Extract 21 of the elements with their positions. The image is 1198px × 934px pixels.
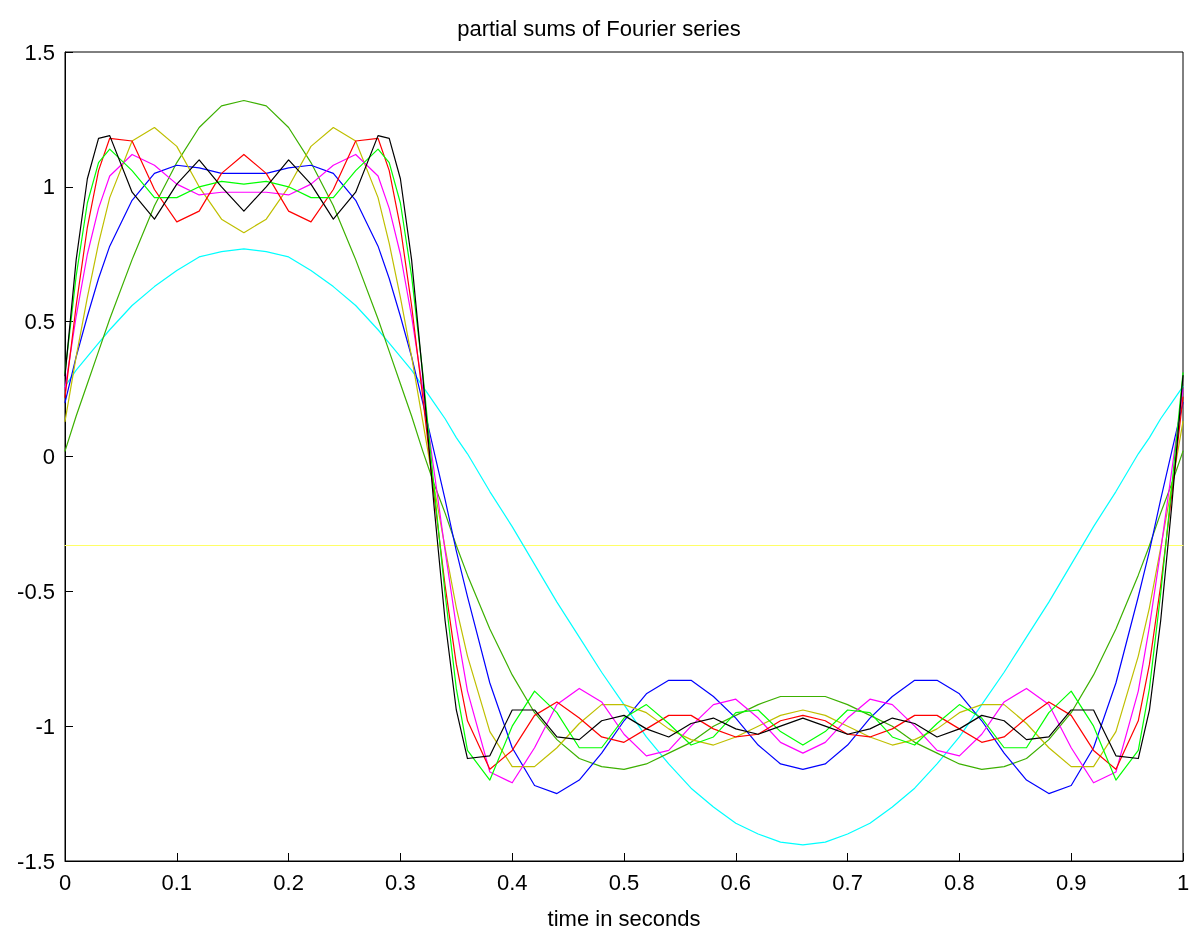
x-tick-label: 0.8: [944, 869, 975, 895]
line-series: [64, 248, 1184, 846]
x-tick-label: 0.6: [720, 869, 752, 895]
chart-title: partial sums of Fourier series: [457, 15, 741, 41]
x-axis-title: time in seconds: [547, 905, 701, 931]
x-tick-label: 0.9: [1055, 869, 1087, 895]
x-tick-label: 0.7: [832, 869, 863, 895]
y-tick-label: 0.5: [24, 309, 55, 335]
x-tick-label: 0.3: [385, 869, 416, 895]
y-tick-label: -0.5: [17, 578, 55, 604]
x-tick-label: 0: [58, 869, 72, 895]
y-tick-label: 0: [42, 444, 55, 469]
x-tick-label: 0.5: [608, 869, 640, 895]
y-tick-label: 1.5: [24, 39, 55, 65]
y-tick-label: 1: [42, 174, 55, 200]
x-tick-label: 0.2: [273, 869, 304, 895]
y-tick-label: -1.5: [17, 848, 55, 874]
x-tick-label: 0.4: [496, 869, 528, 895]
x-tick-label: 0.1: [161, 869, 193, 895]
x-tick-label: 1: [1176, 869, 1190, 895]
y-tick-label: -1: [35, 713, 55, 739]
